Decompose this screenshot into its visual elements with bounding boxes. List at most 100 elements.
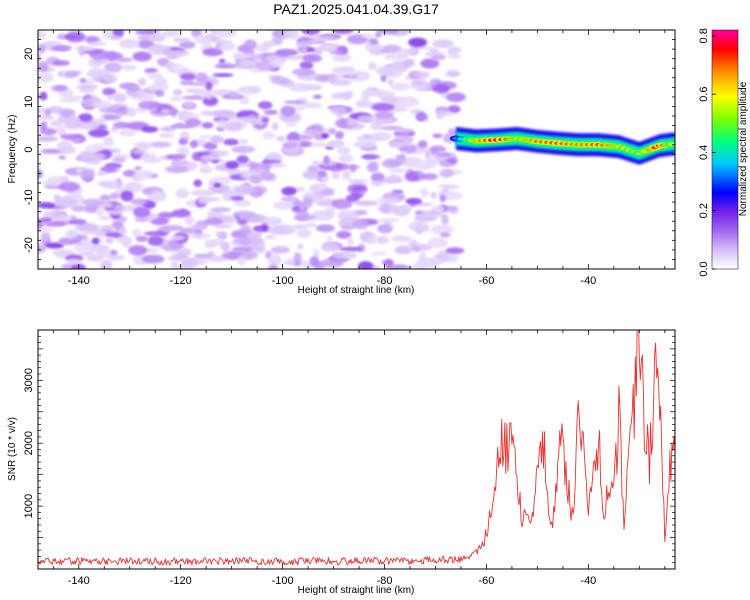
x-tick-label: -60 [478,575,494,587]
colorbar-gradient [711,29,739,270]
noise-speckle [223,121,243,132]
noise-speckle [261,40,277,48]
noise-speckle [302,54,322,63]
noise-speckle [386,174,402,183]
noise-speckle [413,262,426,269]
noise-speckle [353,140,377,149]
noise-speckle [384,258,394,269]
noise-speckle [102,87,117,96]
noise-speckle [201,122,214,129]
noise-speckle [190,189,215,197]
noise-speckle [437,184,461,190]
noise-speckle [363,134,372,140]
y-tick-label: -20 [23,237,35,253]
noise-speckle [273,224,296,235]
noise-speckle [432,39,454,48]
noise-speckle [312,94,322,100]
noise-speckle [303,102,323,109]
noise-speckle [367,235,379,245]
noise-speckle [445,70,461,78]
noise-speckle [38,72,54,83]
noise-speckle [200,110,219,116]
noise-speckle [110,126,118,132]
noise-speckle [171,159,188,166]
noise-speckle [214,64,236,69]
noise-speckle [120,190,134,202]
noise-speckle [374,31,382,38]
noise-speckle [165,165,188,173]
noise-speckle [141,126,159,133]
x-tick-label: -140 [68,275,90,287]
noise-speckle [109,192,120,200]
noise-speckle [237,86,260,95]
noise-speckle [147,235,164,246]
noise-speckle [405,197,423,205]
noise-speckle [166,49,191,57]
noise-speckle [319,44,338,51]
snr-y-ticks: 1000 2000 3000 [23,329,675,570]
noise-speckle [64,95,83,100]
colorbar-tick-label: 0.4 [698,145,710,160]
noise-speckle [208,150,230,157]
noise-speckle [370,180,384,187]
noise-speckle [394,245,413,255]
noise-speckle [430,224,454,235]
noise-speckle [199,134,211,139]
noise-speckle [76,167,84,173]
noise-speckle [412,246,421,252]
noise-speckle [177,146,190,157]
noise-speckle [373,111,394,119]
noise-speckle [104,62,122,73]
noise-speckle [213,183,222,188]
noise-speckle [312,160,320,166]
noise-speckle [368,62,377,71]
noise-speckle [268,264,279,269]
noise-speckle [190,224,204,230]
noise-speckle [38,31,47,39]
noise-speckle [389,140,407,148]
noise-speckle [328,127,336,135]
noise-speckle [214,224,233,229]
noise-speckle [106,210,124,215]
noise-speckle [239,139,249,145]
noise-speckle [64,71,79,78]
noise-speckle [248,162,259,170]
x-tick-label: -140 [68,575,90,587]
noise-speckle [291,68,316,76]
noise-speckle [420,173,438,181]
noise-speckle [309,142,332,147]
y-tick-label: 10 [23,96,35,108]
noise-speckle [111,104,122,110]
noise-speckle [56,140,73,151]
noise-speckle [166,61,174,71]
noise-speckle [223,242,229,253]
y-tick-label: -10 [23,189,35,205]
noise-speckle [199,165,211,173]
spectrogram-y-axis-label: Frequency (Hz) [7,115,18,184]
noise-speckle [45,242,64,249]
noise-speckle [194,35,212,44]
noise-speckle [58,181,81,192]
noise-speckle [330,106,347,115]
noise-speckle [261,117,270,123]
noise-speckle [347,237,354,247]
noise-speckle [280,105,296,117]
noise-speckle [214,231,222,236]
noise-speckle [319,213,327,218]
noise-speckle [321,133,330,139]
noise-speckle [100,261,109,269]
noise-speckle [38,202,56,209]
noise-speckle [360,154,381,159]
noise-speckle [249,174,263,184]
noise-speckle [236,155,249,164]
noise-speckle [388,168,407,173]
noise-speckle [202,96,219,106]
noise-speckle [160,126,176,132]
noise-speckle [65,229,79,240]
noise-speckle [132,228,142,238]
noise-speckle [402,157,423,166]
noise-speckle [439,194,446,203]
noise-speckle [181,95,204,100]
noise-speckle [190,232,211,239]
